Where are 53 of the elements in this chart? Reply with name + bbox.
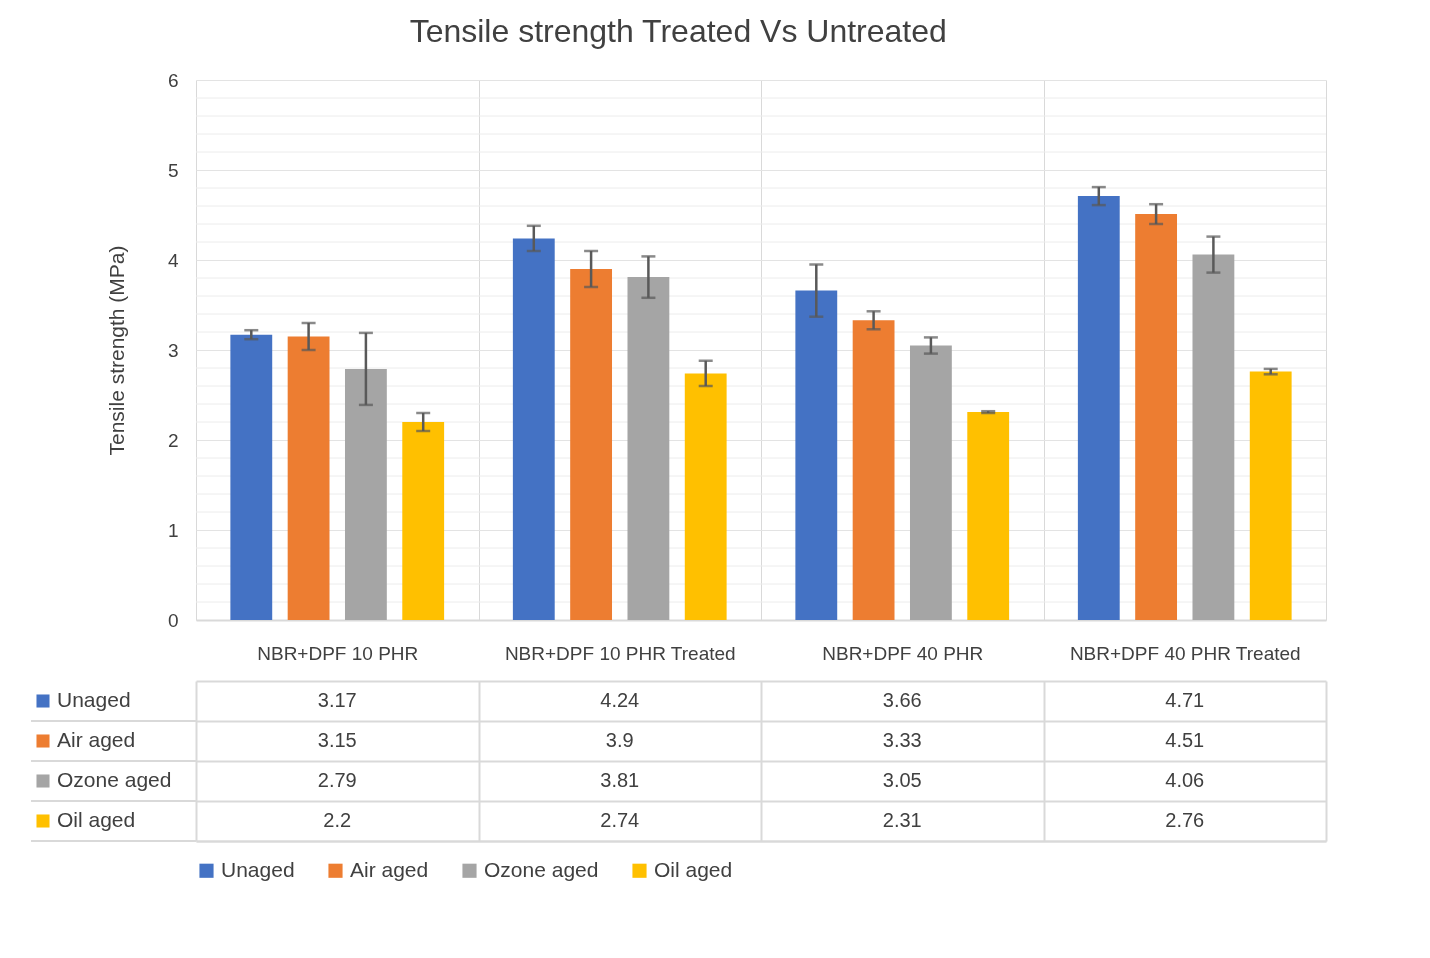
data-label: 2.74 xyxy=(600,809,640,831)
data-label: 3.66 xyxy=(882,689,922,711)
text: Ozone aged xyxy=(484,857,599,881)
bar xyxy=(1249,371,1292,620)
y-tick-label: 6 xyxy=(167,69,179,91)
legend-label: Air aged xyxy=(57,728,136,751)
y-tick-label: 4 xyxy=(167,249,179,271)
legend-label: Unaged xyxy=(57,688,131,711)
x-tick-label: NBR+DPF 10 PHR Treated xyxy=(504,642,736,664)
y-tick-label: 5 xyxy=(167,159,179,181)
y-tick-label: 3 xyxy=(167,339,179,361)
bar xyxy=(402,422,445,620)
data-label: 3.15 xyxy=(317,729,357,751)
data-label: 3.33 xyxy=(882,729,922,751)
bar xyxy=(1192,254,1235,620)
bar xyxy=(1135,214,1178,620)
data-label: 3.05 xyxy=(882,769,922,791)
text: Unaged xyxy=(221,857,295,881)
x-tick-label: NBR+DPF 40 PHR xyxy=(822,642,984,664)
data-label: 2.2 xyxy=(323,809,352,831)
data-label: 3.81 xyxy=(600,769,640,791)
y-tick-label: 1 xyxy=(167,519,179,541)
y-axis-title: Tensile strength (MPa) xyxy=(104,245,128,456)
bar xyxy=(909,345,952,620)
data-label: 2.31 xyxy=(882,809,922,831)
bar xyxy=(1077,196,1120,620)
data-label: 4.51 xyxy=(1165,729,1205,751)
data-label: 2.79 xyxy=(317,769,357,791)
legend-label: Ozone aged xyxy=(57,768,172,791)
bar xyxy=(795,290,838,620)
data-label: 4.06 xyxy=(1165,769,1205,791)
bar xyxy=(287,336,330,620)
x-tick-label: NBR+DPF 40 PHR Treated xyxy=(1069,642,1301,664)
text: Air aged xyxy=(350,857,429,881)
bar xyxy=(512,238,555,620)
y-tick-label: 0 xyxy=(167,609,179,631)
bar xyxy=(627,277,670,620)
legend-label: Oil aged xyxy=(654,857,733,881)
data-label: 4.24 xyxy=(600,689,640,711)
data-label: 2.76 xyxy=(1165,809,1205,831)
bar xyxy=(852,320,895,620)
y-tick-label: 2 xyxy=(167,429,179,451)
bar xyxy=(570,269,613,620)
text: Oil aged xyxy=(57,808,136,831)
bar xyxy=(230,334,273,620)
bar xyxy=(684,373,727,620)
chart-title: Tensile strength Treated Vs Untreated xyxy=(409,13,947,49)
data-label: 3.9 xyxy=(605,729,634,751)
data-label: 4.71 xyxy=(1165,689,1205,711)
bar xyxy=(344,368,387,620)
bar xyxy=(967,412,1010,620)
data-label: 3.17 xyxy=(317,689,357,711)
x-tick-label: NBR+DPF 10 PHR xyxy=(257,642,419,664)
